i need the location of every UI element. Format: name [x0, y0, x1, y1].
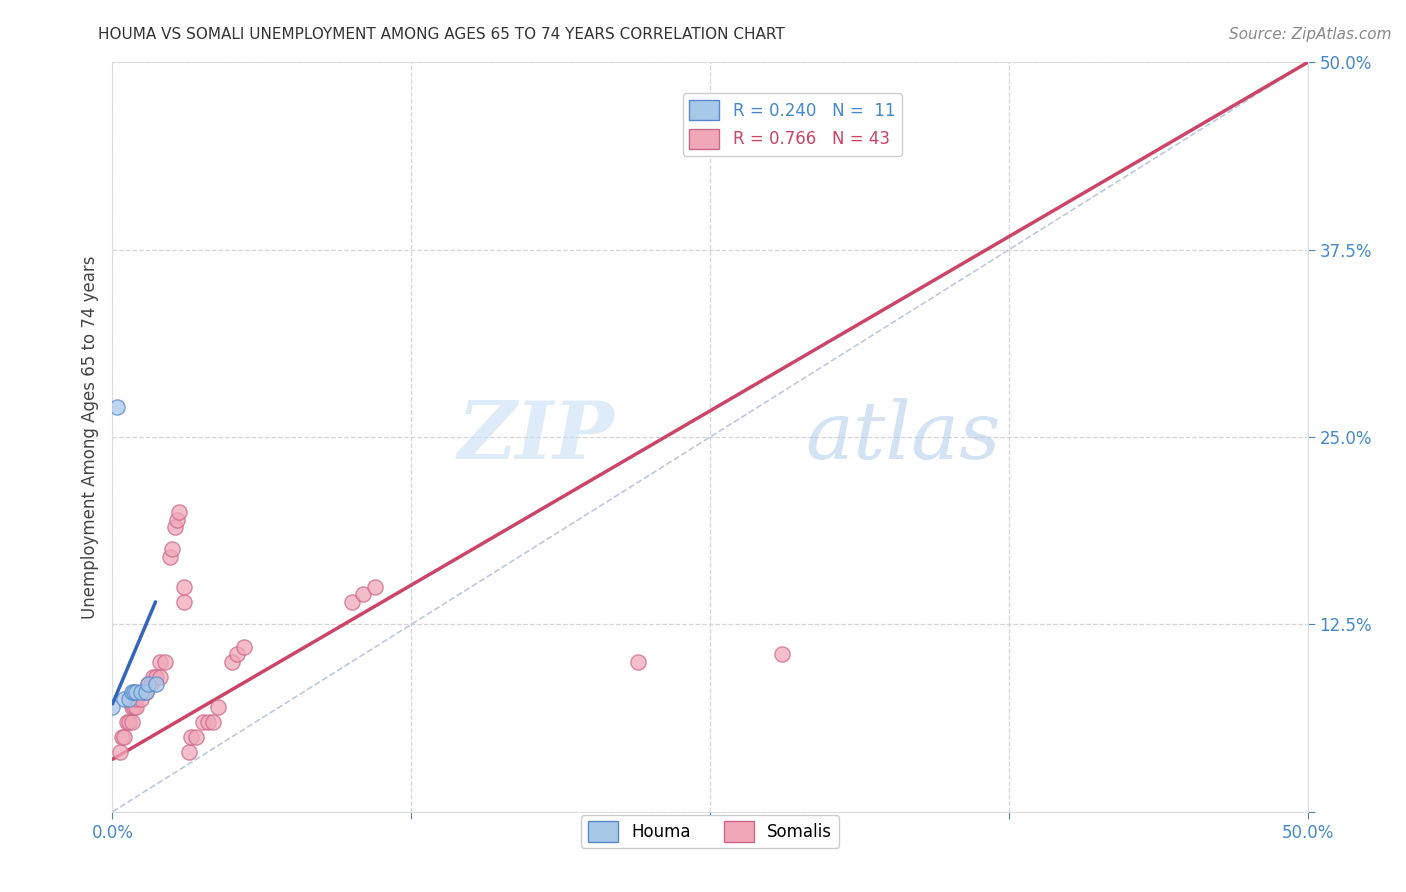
Text: ZIP: ZIP — [457, 399, 614, 475]
Point — [125, 692, 148, 706]
Point — [193, 714, 215, 729]
Point — [111, 730, 134, 744]
Point — [186, 730, 208, 744]
Point — [121, 699, 143, 714]
Point — [180, 730, 202, 744]
Point — [114, 692, 135, 706]
Point — [149, 655, 172, 669]
Point — [122, 685, 145, 699]
Point — [138, 677, 160, 691]
Point — [177, 745, 200, 759]
Point — [145, 677, 167, 691]
Point — [135, 685, 157, 699]
Point — [145, 670, 167, 684]
Point — [125, 685, 148, 699]
Point — [747, 115, 769, 129]
Point — [770, 648, 793, 662]
Point — [221, 655, 243, 669]
Point — [108, 745, 131, 759]
Point — [121, 714, 143, 729]
Point — [207, 699, 229, 714]
Point — [166, 512, 188, 526]
Point — [159, 549, 181, 564]
Text: atlas: atlas — [806, 399, 1001, 475]
Point — [197, 714, 219, 729]
Point — [115, 714, 138, 729]
Y-axis label: Unemployment Among Ages 65 to 74 years: Unemployment Among Ages 65 to 74 years — [80, 255, 98, 619]
Point — [135, 685, 157, 699]
Point — [142, 670, 165, 684]
Text: HOUMA VS SOMALI UNEMPLOYMENT AMONG AGES 65 TO 74 YEARS CORRELATION CHART: HOUMA VS SOMALI UNEMPLOYMENT AMONG AGES … — [98, 27, 785, 42]
Point — [627, 655, 650, 669]
Point — [225, 648, 247, 662]
Legend: Houma, Somalis: Houma, Somalis — [581, 814, 839, 848]
Point — [201, 714, 224, 729]
Point — [173, 595, 195, 609]
Point — [139, 677, 162, 691]
Point — [105, 400, 128, 414]
Point — [352, 587, 374, 601]
Point — [129, 685, 152, 699]
Point — [153, 655, 176, 669]
Point — [121, 685, 143, 699]
Point — [129, 692, 152, 706]
Point — [138, 677, 160, 691]
Point — [340, 595, 363, 609]
Point — [132, 685, 155, 699]
Point — [364, 580, 387, 594]
Point — [169, 505, 191, 519]
Point — [162, 542, 183, 557]
Text: Source: ZipAtlas.com: Source: ZipAtlas.com — [1229, 27, 1392, 42]
Point — [114, 730, 135, 744]
Point — [118, 714, 141, 729]
Point — [122, 699, 145, 714]
Point — [149, 670, 172, 684]
Point — [173, 580, 195, 594]
Point — [101, 699, 124, 714]
Point — [118, 692, 141, 706]
Point — [125, 699, 148, 714]
Point — [163, 520, 186, 534]
Point — [233, 640, 256, 654]
